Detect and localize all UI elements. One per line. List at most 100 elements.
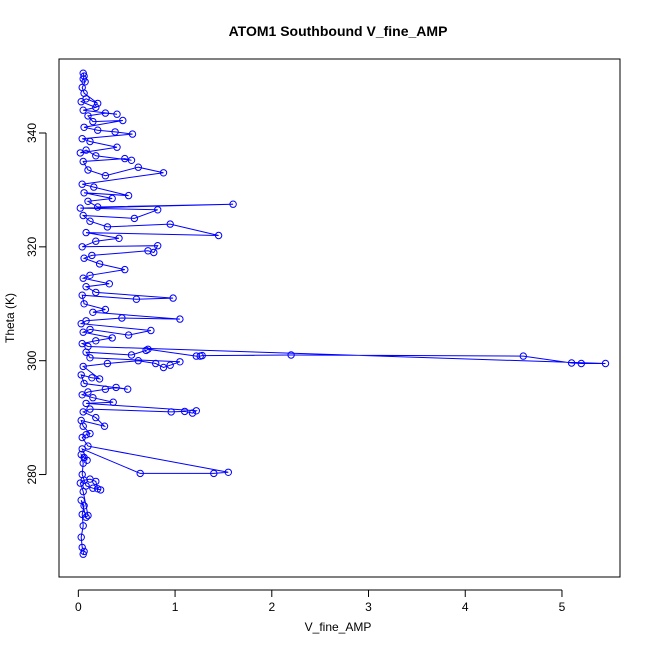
data-point bbox=[152, 359, 160, 368]
data-point bbox=[210, 469, 218, 478]
data-point bbox=[88, 374, 96, 382]
data-point bbox=[90, 183, 98, 191]
data-point bbox=[92, 237, 100, 245]
data-point bbox=[176, 315, 184, 323]
data-point bbox=[214, 231, 223, 240]
data-point bbox=[82, 228, 90, 237]
data-point bbox=[142, 346, 150, 355]
data-point bbox=[94, 203, 102, 211]
data-point bbox=[111, 128, 119, 136]
data-point bbox=[113, 143, 121, 151]
y-axis: 280 300 320 340 bbox=[25, 123, 47, 485]
data-point bbox=[127, 156, 136, 165]
data-point bbox=[100, 422, 109, 430]
data-point bbox=[84, 388, 92, 396]
data-point bbox=[86, 217, 94, 225]
data-point bbox=[86, 271, 94, 279]
data-point bbox=[108, 334, 116, 342]
data-point bbox=[519, 352, 527, 360]
data-point bbox=[79, 157, 87, 166]
data-point bbox=[95, 375, 104, 383]
data-point bbox=[77, 371, 85, 379]
data-point bbox=[144, 345, 152, 353]
data-point bbox=[154, 206, 162, 214]
data-point bbox=[86, 429, 94, 438]
data-point bbox=[80, 547, 88, 556]
data-point bbox=[80, 123, 88, 132]
data-point bbox=[92, 103, 100, 112]
data-point bbox=[82, 146, 90, 154]
data-point bbox=[77, 533, 85, 541]
data-point bbox=[92, 337, 100, 345]
data-point bbox=[95, 260, 104, 268]
x-tick-label: 3 bbox=[365, 600, 372, 614]
data-point bbox=[86, 354, 94, 362]
data-point bbox=[128, 130, 137, 138]
data-point bbox=[567, 359, 576, 367]
data-point bbox=[229, 200, 237, 208]
y-tick-label: 340 bbox=[25, 123, 39, 143]
data-point bbox=[96, 486, 105, 494]
data-point bbox=[132, 295, 141, 303]
x-tick-label: 0 bbox=[75, 600, 82, 614]
data-point bbox=[577, 359, 585, 368]
data-point bbox=[112, 383, 120, 392]
data-point bbox=[80, 189, 88, 197]
data-point bbox=[113, 110, 121, 118]
data-point bbox=[147, 326, 155, 335]
data-point bbox=[80, 379, 88, 388]
data-point bbox=[79, 211, 87, 220]
data-point bbox=[198, 351, 206, 360]
data-point bbox=[86, 137, 94, 146]
data-point bbox=[108, 194, 116, 203]
data-point bbox=[78, 391, 86, 399]
data-point bbox=[84, 112, 92, 120]
data-point bbox=[79, 69, 87, 77]
x-tick-label: 2 bbox=[268, 600, 275, 614]
data-point bbox=[166, 220, 174, 228]
data-point bbox=[84, 166, 92, 174]
data-point bbox=[78, 291, 86, 299]
data-point bbox=[101, 305, 110, 314]
data-point bbox=[119, 116, 127, 125]
plot-frame bbox=[58, 58, 621, 578]
data-point bbox=[159, 169, 168, 177]
x-tick-label: 4 bbox=[462, 600, 469, 614]
y-tick-label: 300 bbox=[25, 350, 39, 370]
data-point bbox=[181, 407, 189, 416]
data-point bbox=[76, 149, 85, 157]
data-point bbox=[224, 468, 233, 476]
data-point bbox=[103, 359, 112, 368]
data-point bbox=[84, 197, 92, 206]
data-point bbox=[78, 543, 86, 552]
data-point bbox=[154, 242, 162, 250]
data-layer bbox=[76, 69, 610, 558]
data-point bbox=[92, 152, 100, 160]
x-axis-label: V_fine_AMP bbox=[305, 620, 372, 634]
data-point bbox=[80, 72, 88, 80]
data-point bbox=[80, 502, 88, 510]
series-line bbox=[79, 73, 606, 555]
data-point bbox=[78, 83, 86, 92]
data-point bbox=[79, 487, 87, 496]
data-point bbox=[89, 484, 97, 492]
data-point bbox=[121, 265, 129, 274]
data-point bbox=[121, 154, 129, 163]
data-point bbox=[82, 399, 90, 408]
data-point bbox=[134, 357, 143, 365]
data-point bbox=[78, 470, 86, 479]
x-tick-label: 1 bbox=[172, 600, 179, 614]
data-point bbox=[84, 342, 92, 351]
data-point bbox=[86, 405, 94, 413]
data-point bbox=[82, 513, 90, 521]
data-point bbox=[159, 363, 168, 372]
data-point bbox=[80, 254, 88, 262]
data-point bbox=[76, 204, 85, 212]
data-point bbox=[92, 288, 100, 297]
data-point bbox=[82, 283, 90, 291]
data-point bbox=[82, 431, 90, 439]
data-point bbox=[167, 408, 175, 416]
data-point bbox=[78, 339, 86, 348]
